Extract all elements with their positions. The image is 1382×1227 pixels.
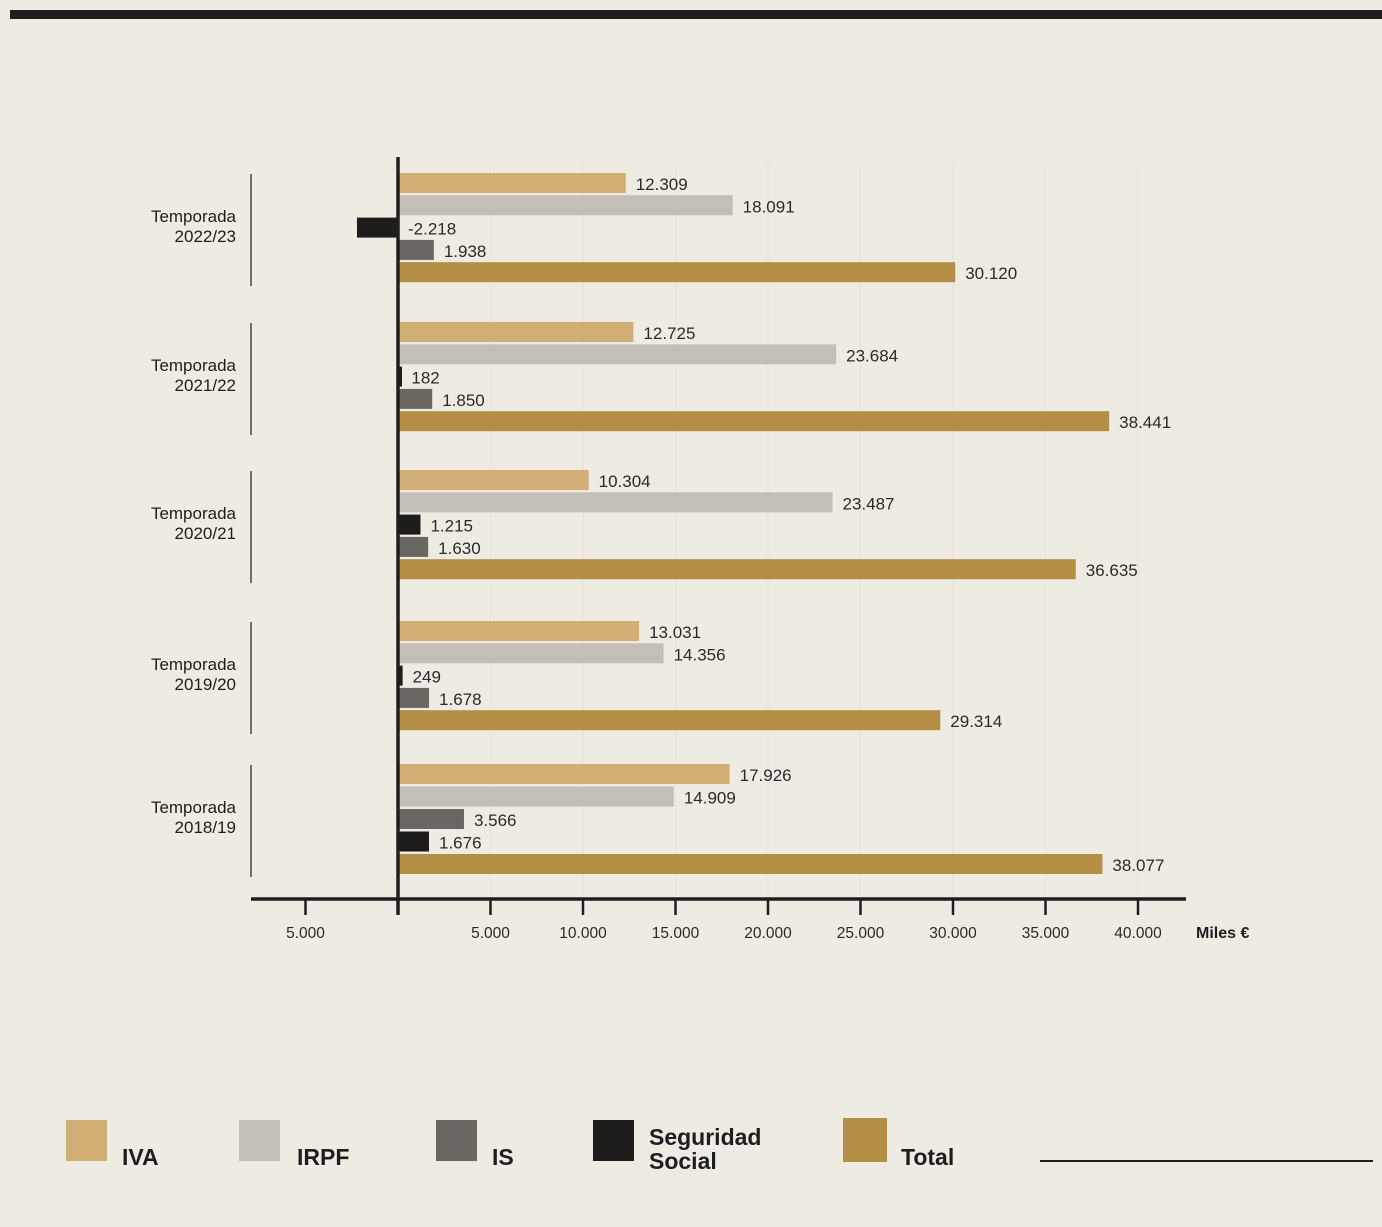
data-label: 36.635	[1086, 561, 1138, 580]
data-label: 1.630	[438, 539, 481, 558]
bar-total	[398, 854, 1103, 874]
x-tick-label: 5.000	[286, 925, 325, 942]
data-label: 249	[413, 668, 441, 687]
data-label: 1.678	[439, 690, 482, 709]
data-label: 1.938	[444, 242, 487, 261]
bar-seguridad-social	[398, 514, 421, 535]
data-label: 14.909	[684, 789, 736, 808]
bar-irpf	[398, 492, 833, 513]
data-label: 14.356	[674, 645, 726, 664]
legend-swatch-is	[436, 1120, 477, 1161]
x-tick-label: 10.000	[559, 925, 607, 942]
data-label: 12.309	[636, 175, 688, 194]
bar-irpf	[398, 786, 674, 807]
legend-rule	[1040, 1160, 1373, 1162]
bar-iva	[398, 470, 589, 490]
x-tick-label: 25.000	[837, 925, 885, 942]
category-label: Temporada 2021/22	[151, 356, 237, 395]
top-bar	[10, 10, 1382, 19]
category-label: Temporada 2018/19	[151, 798, 237, 837]
bar-total	[398, 710, 941, 731]
data-label: 1.676	[439, 834, 482, 853]
data-label: 18.091	[743, 197, 795, 216]
bar-iva	[398, 173, 626, 193]
legend-swatch-irpf	[239, 1120, 280, 1161]
x-tick-label: 35.000	[1022, 925, 1070, 942]
bar-is	[398, 388, 433, 409]
bar-seguridad-social	[398, 665, 403, 686]
legend-label-total: Total	[901, 1144, 955, 1170]
data-label: 12.725	[643, 324, 695, 343]
data-label: 10.304	[599, 472, 651, 491]
bar-is	[398, 687, 430, 708]
data-label: 38.077	[1112, 856, 1164, 875]
legend-swatch-iva	[66, 1120, 107, 1161]
data-label: 13.031	[649, 623, 701, 642]
x-tick-label: 5.000	[471, 925, 510, 942]
bar-irpf	[398, 643, 664, 664]
x-tick-label: 40.000	[1114, 925, 1162, 942]
data-label: 38.441	[1119, 413, 1171, 432]
data-label: 1.850	[442, 391, 485, 410]
legend: IVA IRPF IS Seguridad Social Total	[0, 1110, 1382, 1190]
bar-irpf	[398, 344, 837, 365]
data-label: 23.684	[846, 346, 898, 365]
bar-irpf	[398, 195, 733, 216]
data-label: 30.120	[965, 264, 1017, 283]
legend-label-seguridad-social: Seguridad Social	[649, 1124, 762, 1174]
x-axis-label: Miles €	[1196, 925, 1249, 942]
bar-total	[398, 559, 1076, 580]
bar-is	[398, 536, 429, 557]
legend-label-irpf: IRPF	[297, 1144, 350, 1170]
bar-iva	[398, 322, 634, 342]
bar-seguridad-social	[356, 217, 398, 238]
bar-seguridad-social	[398, 366, 402, 387]
bar-total	[398, 262, 956, 283]
bar-iva	[398, 764, 730, 784]
data-label: 182	[411, 369, 439, 388]
legend-label-iva: IVA	[122, 1144, 159, 1170]
category-label: Temporada 2020/21	[151, 504, 237, 543]
legend-swatch-seguridad-social	[593, 1120, 634, 1161]
legend-label-is: IS	[492, 1144, 514, 1170]
category-label: Temporada 2022/23	[151, 207, 237, 246]
data-label: 29.314	[950, 712, 1002, 731]
x-tick-label: 20.000	[744, 925, 792, 942]
bar-is	[398, 809, 464, 829]
x-tick-label: 15.000	[652, 925, 700, 942]
bar-iva	[398, 621, 640, 641]
data-label: 1.215	[430, 517, 473, 536]
legend-swatch-total	[843, 1118, 887, 1162]
data-label: 17.926	[740, 766, 792, 785]
category-label: Temporada 2019/20	[151, 655, 237, 694]
data-label: -2.218	[408, 220, 456, 239]
data-label: 23.487	[843, 494, 895, 513]
bar-total	[398, 411, 1110, 432]
bar-is	[398, 239, 434, 260]
bar-seguridad-social	[398, 831, 430, 852]
x-tick-label: 30.000	[929, 925, 977, 942]
data-label: 3.566	[474, 811, 517, 830]
